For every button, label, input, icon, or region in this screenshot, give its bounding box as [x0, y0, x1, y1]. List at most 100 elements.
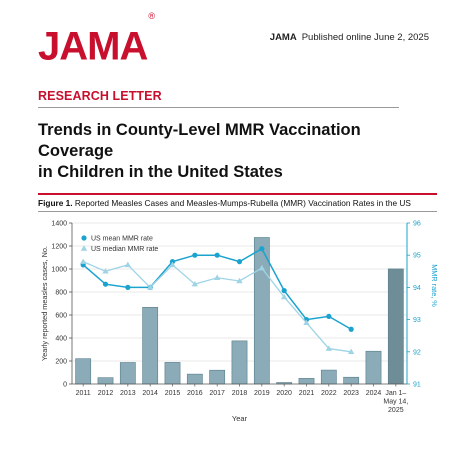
median-point: [236, 277, 243, 284]
x-tick-label-line: 2021: [299, 390, 315, 397]
x-tick-label: 2019: [254, 390, 270, 397]
bar-2011: [75, 358, 92, 385]
legend-median-marker: [80, 245, 88, 251]
legend-mean-label: US mean MMR rate: [91, 235, 153, 242]
x-tick-label: 2018: [232, 390, 248, 397]
registered-mark: ®: [148, 11, 155, 21]
bar-2022: [320, 369, 337, 385]
series-lines: [79, 246, 355, 355]
x-tick-label: 2016: [187, 390, 203, 397]
x-tick-label-line: 2022: [321, 390, 337, 397]
mean-point: [192, 252, 198, 258]
median-point: [258, 264, 266, 271]
x-tick-label-line: May 14,: [383, 399, 408, 406]
legend-mean-marker: [81, 235, 87, 241]
figure-bottom-rule: [38, 211, 437, 212]
y-tick-label: 800: [55, 290, 67, 297]
y2-tick-label: 91: [413, 382, 421, 389]
x-tick-label-line: 2013: [120, 390, 136, 397]
published-date: Published online June 2, 2025: [301, 32, 429, 43]
bar-2012: [97, 377, 114, 385]
x-tick-label-line: 2012: [98, 390, 114, 397]
legend: US mean MMR rate US median MMR rate: [80, 235, 158, 253]
y-tick-label: 600: [55, 313, 67, 320]
x-tick-label-line: 2011: [76, 390, 91, 397]
y2-tick-label: 96: [413, 221, 421, 228]
bar-2015: [164, 362, 181, 385]
x-axis-title: Year: [232, 414, 248, 423]
x-tick-label-line: 2016: [187, 390, 203, 397]
y-tick-label: 200: [55, 359, 67, 366]
y2-axis-title: MMR rate, %: [430, 264, 439, 307]
x-tick-label-line: 2018: [232, 390, 248, 397]
bar-2014: [142, 306, 159, 385]
x-tick-label-line: 2025: [388, 407, 404, 414]
mean-point: [169, 259, 176, 265]
figure-caption-text: Reported Measles Cases and Measles-Mumps…: [74, 198, 411, 208]
x-tick-label-line: 2019: [254, 390, 270, 397]
x-tick-label-line: 2014: [142, 390, 158, 397]
journal-name: JAMA: [269, 32, 297, 43]
median-point: [169, 261, 176, 268]
x-tick-label: 2012: [98, 390, 114, 397]
x-tick-label-line: 2023: [343, 390, 359, 397]
median-point: [347, 348, 355, 355]
section-label: RESEARCH LETTER: [38, 89, 162, 103]
axes: 0 200 400 600 800 1000 1200 1400 91 92 93 94 95 96 201…: [51, 221, 420, 415]
bar-2018: [231, 340, 248, 385]
bar-2016: [186, 373, 203, 385]
bar-2013: [119, 362, 136, 385]
article-title-line2: in Children in the United States: [38, 163, 283, 181]
median-point: [79, 258, 87, 264]
y-tick-label: 1200: [51, 244, 67, 251]
legend-median-label: US median MMR rate: [91, 246, 158, 253]
bar-2021: [298, 378, 315, 385]
y-tick-label: 1000: [51, 267, 67, 274]
mean-point: [348, 326, 354, 332]
mean-point: [236, 259, 243, 265]
logo-text: JAMA: [38, 24, 148, 69]
bar-2024: [365, 350, 382, 385]
mean-point: [214, 252, 220, 258]
x-tick-label-line: 2015: [165, 390, 181, 397]
figure-label: Figure 1.: [38, 198, 73, 208]
x-tick-label-line: 2024: [366, 390, 382, 397]
figure-top-rule: [38, 193, 437, 195]
y-tick-label: 1400: [51, 221, 67, 228]
bar-2017: [209, 369, 226, 385]
x-tick-label: 2024: [366, 390, 382, 397]
median-point: [191, 280, 199, 287]
x-tick-label: 2011: [76, 390, 91, 397]
mean-point: [281, 288, 287, 294]
median-point: [102, 268, 109, 274]
y-tick-label: 0: [63, 382, 67, 389]
mean-point: [125, 284, 131, 290]
x-tick-label: Jan 1– May 14, 2025: [383, 390, 408, 414]
bar-2023: [343, 376, 360, 385]
y2-tick-label: 93: [413, 317, 421, 324]
x-tick-label: 2014: [142, 390, 158, 397]
y2-tick-label: 94: [413, 285, 421, 292]
jama-logo: JAMA®: [38, 11, 155, 69]
gridlines: [72, 222, 407, 362]
x-tick-label: 2022: [321, 390, 337, 397]
axis-labels: Year Yearly reported measles cases, No. MM…: [40, 246, 439, 423]
x-tick-label-line: 2020: [276, 390, 292, 397]
x-tick-label: 2015: [165, 390, 181, 397]
x-tick-label-line: 2017: [209, 390, 225, 397]
median-point: [124, 261, 132, 268]
median-point: [213, 274, 221, 280]
x-tick-label: 2023: [343, 390, 359, 397]
y-tick-label: 400: [55, 336, 67, 343]
x-tick-label: 2017: [209, 390, 225, 397]
mean-point: [259, 246, 265, 252]
median-point: [303, 319, 310, 326]
y2-tick-label: 92: [413, 349, 421, 356]
median-point: [146, 284, 154, 290]
median-point: [325, 345, 333, 351]
mean-point: [326, 313, 332, 319]
bar-jan-1-may-14-2025: [387, 268, 404, 385]
article-title: Trends in County-Level MMR Vaccination C…: [38, 120, 438, 183]
article-title-line1: Trends in County-Level MMR Vaccination C…: [38, 121, 361, 160]
